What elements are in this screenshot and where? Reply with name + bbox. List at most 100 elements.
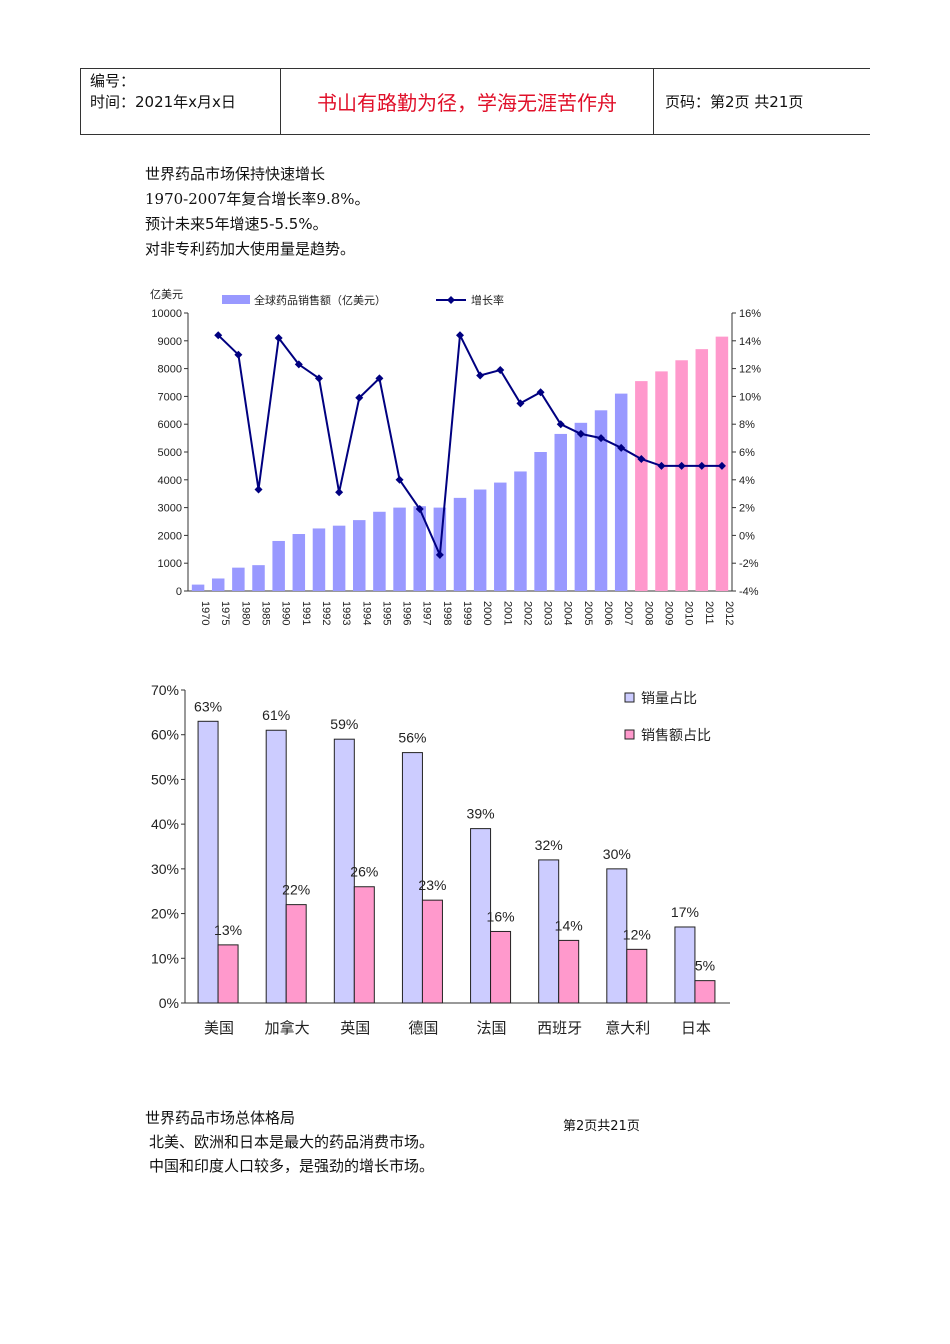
y-tick-label: 9000 (158, 336, 182, 348)
value-share-label: 5% (695, 958, 715, 974)
volume-share-label: 63% (194, 698, 222, 714)
value-share-label: 12% (623, 926, 651, 942)
outro-line-markets: 北美、欧洲和日本是最大的药品消费市场。 (149, 1133, 435, 1151)
growth-rate-marker (395, 475, 404, 484)
volume-share-label: 39% (467, 806, 495, 822)
y-axis-title: 亿美元 (150, 288, 183, 301)
category-label: 英国 (340, 1019, 370, 1037)
growth-rate-marker (335, 488, 344, 497)
category-label: 西班牙 (537, 1020, 582, 1037)
y2-tick-label: 14% (739, 336, 761, 348)
intro-heading: 世界药品市场保持快速增长 (145, 165, 326, 183)
y-tick-label: 10000 (151, 308, 182, 320)
growth-rate-marker (677, 461, 686, 470)
sales-bar (373, 511, 386, 591)
category-label: 美国 (204, 1020, 234, 1037)
growth-rate-marker (254, 485, 263, 494)
volume-share-bar (538, 859, 560, 1004)
category-label: 德国 (408, 1019, 438, 1037)
volume-share-label: 61% (262, 707, 290, 723)
y-tick-label: 2000 (158, 530, 182, 542)
category-label: 法国 (477, 1020, 507, 1037)
sales-bar (574, 422, 588, 591)
legend-swatch-value (624, 729, 635, 740)
growth-rate-marker (717, 461, 726, 470)
volume-share-label: 30% (603, 846, 631, 862)
x-tick-label: 2000 (481, 601, 493, 625)
volume-share-bar (674, 926, 696, 1004)
sales-bar (252, 565, 265, 591)
sales-bar (393, 507, 406, 591)
x-tick-label: 1993 (340, 601, 352, 625)
y2-tick-label: 6% (739, 447, 755, 459)
volume-share-bar (265, 729, 287, 1004)
y-tick-label: 70% (151, 682, 179, 698)
legend-label-volume: 销量占比 (641, 690, 697, 706)
sales-bar (695, 349, 709, 591)
growth-rate-marker (536, 388, 545, 397)
growth-rate-marker (234, 350, 243, 359)
sales-bar (191, 584, 205, 591)
x-tick-label: 2009 (662, 601, 674, 625)
sales-bar (473, 489, 487, 591)
growth-rate-marker (476, 371, 485, 380)
x-tick-label: 1991 (300, 601, 312, 625)
y-tick-label: 50% (151, 771, 179, 787)
sales-bar (494, 482, 507, 591)
legend-label-growth: 增长率 (471, 293, 504, 307)
growth-rate-marker (637, 454, 646, 463)
growth-rate-marker (375, 374, 384, 383)
header-page-label: 页码：第2页 共21页 (665, 93, 804, 111)
value-share-label: 14% (555, 917, 583, 933)
x-tick-label: 1975 (219, 601, 231, 625)
header-info-cell: 编号： 时间：2021年x月x日 (80, 69, 281, 134)
y-tick-label: 20% (151, 906, 179, 922)
legend-label-value: 销售额占比 (641, 727, 711, 743)
y2-tick-label: 16% (739, 308, 761, 320)
header-motto: 书山有路勤为径，学海无涯苦作舟 (281, 69, 654, 134)
sales-bar (353, 520, 366, 591)
x-tick-label: 2007 (622, 601, 634, 625)
category-label: 加拿大 (265, 1019, 310, 1037)
growth-rate-marker (657, 461, 666, 470)
volume-share-bar (401, 752, 423, 1004)
value-share-bar (421, 899, 443, 1004)
growth-rate-marker (597, 434, 606, 443)
growth-rate-marker (314, 374, 323, 383)
y-tick-label: 40% (151, 816, 179, 832)
x-tick-label: 1996 (401, 601, 413, 625)
x-tick-label: 2006 (602, 601, 614, 625)
volume-share-label: 17% (671, 904, 699, 920)
y-tick-label: 0% (159, 995, 179, 1011)
x-tick-label: 1970 (199, 601, 211, 625)
value-share-bar (558, 939, 580, 1004)
growth-rate-marker (435, 550, 444, 559)
growth-rate-marker (415, 504, 424, 513)
sales-bar (614, 393, 628, 591)
sales-bar (655, 371, 668, 591)
sales-bar (554, 433, 567, 591)
legend-swatch-growth-marker (447, 296, 455, 304)
x-tick-label: 2001 (501, 601, 513, 625)
value-share-label: 16% (487, 908, 515, 924)
number-label: 编号： (90, 72, 136, 90)
sales-bar (514, 471, 527, 591)
value-share-bar (285, 904, 307, 1004)
sales-bar (272, 540, 285, 591)
growth-rate-marker (355, 393, 364, 402)
value-share-bar (490, 930, 512, 1004)
x-tick-label: 2011 (703, 601, 715, 625)
sales-bar (413, 506, 426, 591)
outro-text: 世界药品市场总体格局 北美、欧洲和日本是最大的药品消费市场。 中国和印度人口较多… (145, 1106, 434, 1178)
y-tick-label: 60% (151, 727, 179, 743)
legend-label-sales: 全球药品销售额（亿美元） (254, 293, 386, 307)
y2-tick-label: 4% (739, 475, 755, 487)
x-tick-label: 1998 (441, 601, 453, 625)
y2-tick-label: -2% (739, 558, 759, 570)
y-tick-label: 6000 (158, 419, 182, 431)
y-tick-label: 3000 (158, 503, 182, 515)
x-tick-label: 2005 (582, 601, 594, 625)
x-tick-label: 1990 (280, 601, 292, 625)
sales-bar (594, 410, 608, 591)
sales-bar (534, 452, 547, 591)
